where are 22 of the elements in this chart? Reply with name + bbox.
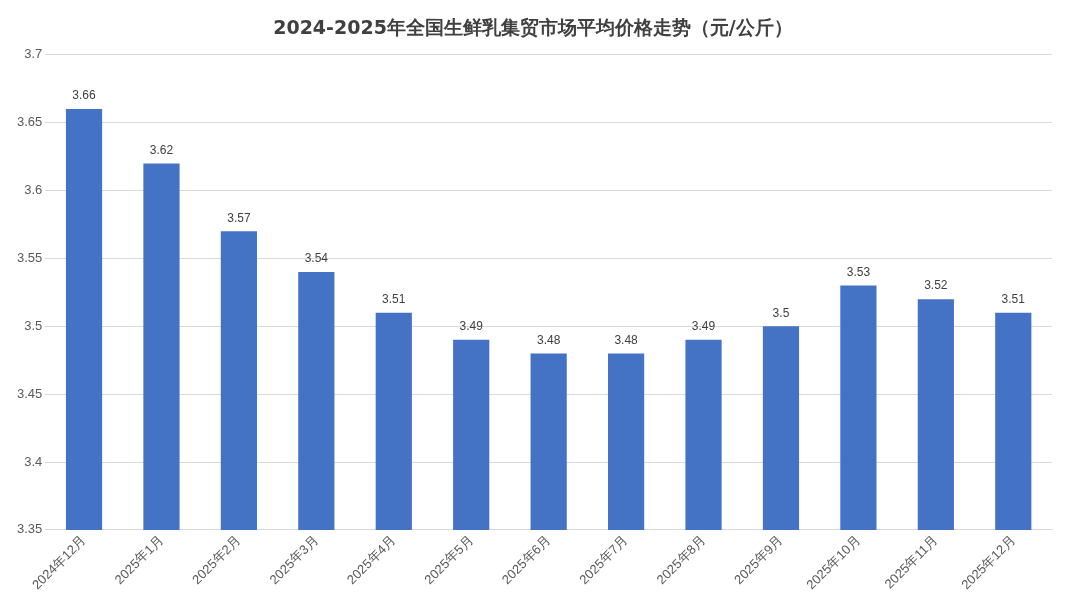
data-label: 3.52: [924, 278, 948, 293]
y-tick-label: 3.65: [16, 114, 43, 130]
y-tick-label: 3.7: [24, 46, 43, 62]
data-label: 3.62: [149, 142, 174, 157]
data-label: 3.51: [1001, 292, 1026, 307]
data-label: 3.5: [772, 305, 790, 320]
y-tick-label: 3.45: [16, 385, 43, 401]
data-label: 3.48: [614, 332, 639, 347]
data-label: 3.57: [227, 210, 251, 225]
data-label: 3.51: [382, 292, 406, 307]
y-tick-label: 3.4: [24, 453, 43, 469]
y-tick-label: 3.55: [16, 250, 43, 265]
data-label: 3.49: [459, 319, 484, 334]
chart-title: 2024-2025年全国生鲜乳集贸市场平均价格走势（元/公斤）: [273, 16, 793, 39]
y-tick-label: 3.35: [16, 521, 43, 537]
data-label: 3.49: [691, 319, 716, 334]
y-tick-label: 3.6: [24, 182, 43, 198]
y-tick-label: 3.5: [24, 317, 43, 333]
data-label: 3.48: [536, 332, 561, 347]
data-label: 3.53: [846, 264, 871, 279]
data-label: 3.54: [304, 251, 329, 266]
data-label: 3.66: [72, 88, 97, 103]
